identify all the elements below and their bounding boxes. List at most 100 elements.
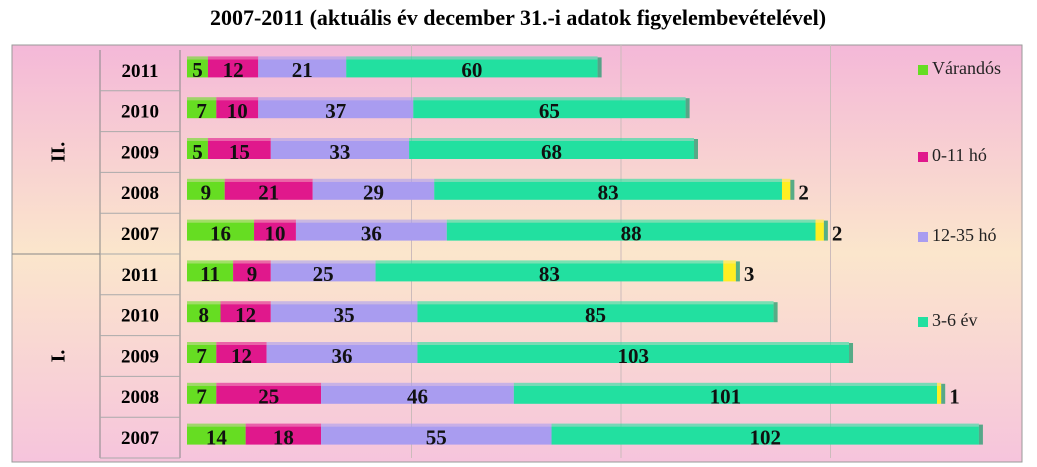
- data-label: 37: [325, 99, 346, 123]
- bar-top: [312, 178, 435, 182]
- bar-end: [773, 302, 778, 323]
- y-tick-label: 2009: [121, 346, 159, 367]
- legend-label: 0-11 hó: [932, 145, 987, 165]
- bar-top: [216, 382, 322, 386]
- bar-end: [978, 424, 983, 445]
- bar-top: [413, 97, 686, 101]
- bar-top: [258, 97, 414, 101]
- bar-segment: [207, 59, 259, 78]
- bar-end: [597, 57, 602, 78]
- y-tick-label: 2007: [121, 428, 160, 449]
- bar-segment: [187, 59, 208, 78]
- group-label: II.: [48, 142, 70, 163]
- y-tick-label: 2009: [121, 142, 159, 163]
- data-label: 15: [229, 140, 250, 164]
- bar-segment: [417, 345, 850, 363]
- data-label: 10: [264, 221, 285, 245]
- bar-segment: [187, 304, 221, 323]
- bar-segment: [254, 222, 296, 241]
- bar-top: [187, 178, 225, 182]
- bar-segment: [815, 222, 824, 241]
- data-label: 14: [206, 425, 228, 449]
- bar-top: [513, 382, 938, 386]
- bar-segment: [187, 263, 234, 282]
- bar-end: [823, 220, 828, 241]
- bar-top: [187, 301, 221, 305]
- bar-top: [187, 342, 217, 345]
- bar-top: [266, 342, 418, 345]
- bar-segment: [187, 385, 217, 404]
- y-tick-label: 2011: [122, 265, 159, 286]
- bar-top: [446, 219, 816, 223]
- bar-segment: [417, 304, 774, 323]
- bar-segment: [434, 181, 782, 200]
- bar-segment: [233, 263, 271, 282]
- data-label: 83: [539, 262, 560, 286]
- data-label: 46: [407, 385, 428, 409]
- bar-end: [685, 98, 690, 119]
- bar-top: [434, 178, 782, 182]
- bar-segment: [245, 426, 322, 445]
- data-label: 7: [196, 344, 207, 368]
- bar-top: [346, 56, 598, 60]
- data-label: 12: [223, 58, 244, 82]
- data-label: 25: [313, 262, 334, 286]
- bar-end: [693, 139, 698, 159]
- bar-segment: [321, 426, 552, 445]
- bar-top: [207, 138, 271, 141]
- data-label: 7: [196, 385, 207, 409]
- bar-segment: [781, 181, 791, 200]
- bar-top: [245, 423, 322, 427]
- bar-segment: [187, 345, 217, 363]
- data-label: 5: [192, 140, 203, 164]
- data-label: 10: [227, 99, 248, 123]
- legend-swatch: [918, 317, 928, 327]
- bar-segment: [409, 141, 694, 159]
- bar-top: [815, 219, 824, 223]
- data-label: 25: [258, 385, 279, 409]
- legend-label: 12-35 hó: [932, 225, 997, 245]
- bar-end: [790, 179, 795, 200]
- y-tick-label: 2010: [121, 306, 159, 327]
- data-label: 16: [210, 221, 231, 245]
- bar-top: [781, 178, 791, 182]
- data-label: 11: [200, 262, 220, 286]
- bar-top: [321, 423, 552, 427]
- bar-end: [941, 383, 946, 404]
- bar-top: [224, 178, 313, 182]
- bar-top: [187, 260, 234, 264]
- bar-segment: [270, 304, 418, 323]
- legend-label: Várandós: [932, 58, 1001, 78]
- bar-top: [216, 342, 267, 345]
- bar-segment: [258, 59, 347, 78]
- legend-label: 3-6 év: [932, 310, 977, 330]
- legend-swatch: [918, 65, 928, 75]
- bar-top: [270, 301, 418, 305]
- bar-top: [254, 219, 296, 223]
- bar-top: [375, 260, 724, 264]
- bar-segment: [937, 385, 942, 404]
- bar-segment: [723, 263, 736, 282]
- bar-top: [258, 56, 347, 60]
- bar-top: [270, 260, 376, 264]
- bar-segment: [187, 100, 217, 119]
- bar-segment: [513, 385, 938, 404]
- bar-segment: [207, 141, 271, 159]
- bar-segment: [216, 385, 322, 404]
- data-label: 36: [361, 221, 382, 245]
- y-tick-label: 2011: [122, 61, 159, 82]
- bar-top: [321, 382, 514, 386]
- data-label: 12: [235, 303, 256, 327]
- bar-top: [270, 138, 410, 141]
- data-label: 85: [585, 303, 606, 327]
- data-label: 5: [192, 58, 203, 82]
- bar-segment: [270, 141, 410, 159]
- bar-top: [233, 260, 271, 264]
- bar-segment: [258, 100, 414, 119]
- bar-end: [735, 261, 740, 282]
- bar-segment: [346, 59, 598, 78]
- data-label: 102: [749, 425, 781, 449]
- data-label: 9: [247, 262, 258, 286]
- bar-top: [187, 56, 208, 60]
- bar-top: [216, 97, 259, 101]
